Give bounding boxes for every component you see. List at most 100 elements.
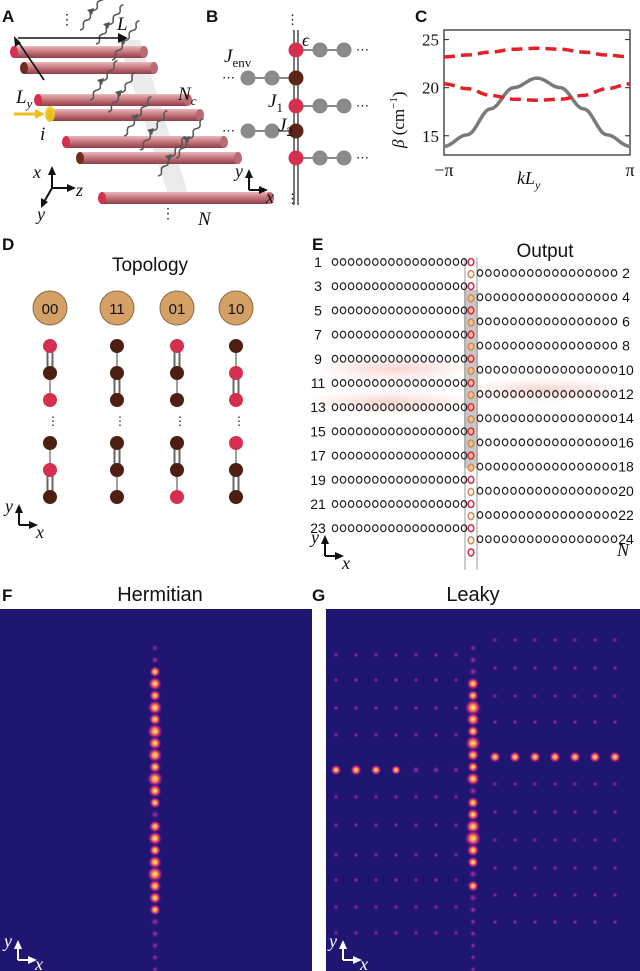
vdots: ⋮ xyxy=(286,12,299,27)
panel-label-c: C xyxy=(415,7,427,26)
emission-arrow xyxy=(107,71,136,113)
axes-d: y x xyxy=(3,496,44,542)
dots-a-top: ⋮ xyxy=(60,11,74,27)
environment-site xyxy=(264,70,280,86)
dashed-band-line xyxy=(443,82,631,102)
row-label-left: 3 xyxy=(314,278,322,294)
dashed-band-line xyxy=(444,46,630,59)
vdots: ⋮ xyxy=(233,414,245,428)
environment-site xyxy=(336,150,352,166)
axes-b: y x xyxy=(233,161,274,207)
x-tick-label: −π xyxy=(434,160,453,180)
svg-text:x: x xyxy=(34,954,43,971)
vdots: ⋮ xyxy=(47,414,59,428)
label-N: N xyxy=(197,209,212,230)
axes-a: x z y xyxy=(32,162,83,224)
waveguide-cylinder xyxy=(20,62,158,74)
lattice-diagram: ⋯ ⋯ ⋯ ⋯ ⋯ ⋮ ⋮ xyxy=(222,12,369,206)
emission-arrow xyxy=(139,109,168,151)
output-title: Output xyxy=(516,241,574,262)
band-chart: 15 20 25 −π π xyxy=(422,29,635,180)
row-label-right: 22 xyxy=(618,507,634,523)
emission-arrow xyxy=(123,95,152,137)
label-i: i xyxy=(40,124,45,145)
site xyxy=(170,490,184,504)
topology-badge-label: 00 xyxy=(42,301,59,318)
site xyxy=(170,436,184,450)
topology-badge xyxy=(218,290,254,326)
site xyxy=(43,366,57,380)
row-label-left: 21 xyxy=(310,496,326,512)
panel-e: E Output 1357911131517192123246810121416… xyxy=(305,235,634,573)
panel-g: G Leaky y x xyxy=(312,584,640,971)
site xyxy=(43,463,57,477)
label-L: L xyxy=(116,14,128,35)
site xyxy=(110,490,124,504)
topology-column: 10 ⋮ xyxy=(218,290,254,504)
chart-frame xyxy=(443,29,631,156)
row-label-left: 17 xyxy=(310,448,326,464)
svg-text:x: x xyxy=(341,553,350,573)
environment-site xyxy=(240,123,256,139)
label-epsilon: ϵ xyxy=(302,30,310,50)
emission-arrow xyxy=(79,0,108,31)
hdots: ⋯ xyxy=(356,42,369,57)
row-label-right: 18 xyxy=(618,459,634,475)
label-Nc: Nc xyxy=(177,84,197,108)
dots-a-bottom: ⋮ xyxy=(161,205,175,221)
row-label-left: 5 xyxy=(314,302,322,318)
site xyxy=(110,436,124,450)
panel-label-a: A xyxy=(2,7,14,26)
y-tick-label: 25 xyxy=(422,31,439,50)
row-label-left: 11 xyxy=(311,375,326,391)
topology-columns: 00 ⋮ 11 ⋮ 01 ⋮ 10 ⋮ xyxy=(32,290,254,504)
site xyxy=(229,339,243,353)
svg-text:y: y xyxy=(2,931,12,951)
site xyxy=(170,366,184,380)
panel-d: D Topology 00 ⋮ 11 ⋮ 01 ⋮ 10 ⋮ y x xyxy=(2,235,254,542)
svg-text:x: x xyxy=(265,187,274,207)
chain-site xyxy=(288,98,304,114)
row-label-left: 1 xyxy=(314,254,322,270)
panel-f: F Hermitian y x xyxy=(0,584,312,971)
site xyxy=(43,339,57,353)
row-label-left: 9 xyxy=(314,351,322,367)
row-label-right: 6 xyxy=(622,313,630,329)
site xyxy=(229,393,243,407)
vdots: ⋮ xyxy=(286,191,299,206)
site xyxy=(170,463,184,477)
svg-text:x: x xyxy=(359,954,368,971)
row-label-right: 20 xyxy=(618,483,634,499)
row-label-right: 16 xyxy=(618,434,634,450)
row-label-right: 10 xyxy=(618,362,634,378)
label-N-e: N xyxy=(616,540,630,560)
hdots: ⋯ xyxy=(356,98,369,113)
svg-text:x: x xyxy=(35,522,44,542)
leaky-title: Leaky xyxy=(446,584,499,606)
site xyxy=(170,339,184,353)
row-label-right: 14 xyxy=(618,410,634,426)
topology-column: 11 ⋮ xyxy=(99,290,135,504)
site xyxy=(43,436,57,450)
waveguide-cylinder xyxy=(46,109,204,121)
site xyxy=(43,490,57,504)
svg-text:y: y xyxy=(233,161,243,181)
panel-label-f: F xyxy=(2,586,12,605)
y-tick-label: 20 xyxy=(422,79,439,98)
emission-arrow xyxy=(175,117,204,159)
site xyxy=(110,393,124,407)
site xyxy=(229,366,243,380)
environment-site xyxy=(336,98,352,114)
row-label-left: 19 xyxy=(310,472,326,488)
row-label-left: 15 xyxy=(310,423,326,439)
label-J2: J2 xyxy=(278,115,293,139)
topology-title: Topology xyxy=(112,255,189,276)
site xyxy=(110,366,124,380)
site xyxy=(229,436,243,450)
panel-b: B ⋯ ⋯ ⋯ ⋯ ⋯ ⋮ ⋮ ϵ Jenv J1 J2 y x xyxy=(206,7,369,207)
topology-badge-label: 11 xyxy=(109,301,125,318)
leaky-image xyxy=(326,609,640,971)
waveguide-array xyxy=(10,0,274,204)
svg-text:y: y xyxy=(327,931,337,951)
